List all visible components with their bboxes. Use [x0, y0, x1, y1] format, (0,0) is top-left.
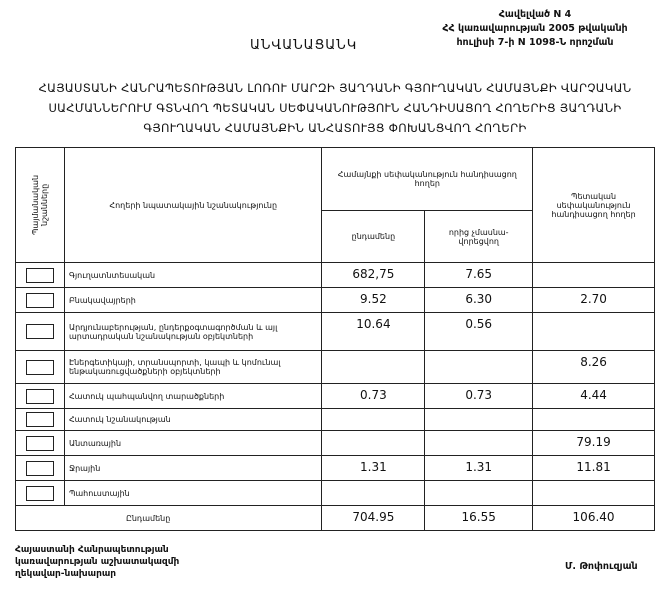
header-non-privatized: որից չմասնա-վորեցվող [424, 210, 534, 263]
symbol-cell [15, 312, 65, 351]
row-total [321, 430, 426, 456]
row-total: 10.64 [321, 312, 426, 351]
summary-state: 106.40 [532, 505, 655, 531]
symbol-cell [15, 262, 65, 288]
position-line: Հայաստանի Հանրապետության [15, 545, 169, 555]
row-label: Ջրային [63, 455, 323, 481]
row-label: Բնակավայրերի [63, 287, 323, 313]
table-row: Հատուկ նշանակության [15, 408, 655, 431]
document-title: ԱՆՎԱՆԱՑԱՆԿ [250, 38, 358, 53]
row-state: 4.44 [532, 383, 655, 409]
row-non-privatized: 0.73 [424, 383, 534, 409]
row-total [321, 480, 426, 506]
summary-non-privatized: 16.55 [424, 505, 534, 531]
symbol-box [25, 324, 54, 339]
symbol-box [25, 292, 54, 308]
symbol-cell [15, 408, 65, 431]
row-non-privatized: 0.56 [424, 312, 534, 351]
row-state: 2.70 [532, 287, 655, 313]
appendix-note: Հավելված N 4 ՀՀ կառավարության 2005 թվակա… [420, 8, 650, 50]
summary-label: Ընդամենը [14, 505, 323, 531]
header-symbols: Պայմանական նշանները [15, 147, 65, 263]
symbol-box [25, 460, 54, 476]
row-total: 0.73 [321, 383, 426, 409]
row-label: Էներգետիկայի, տրանսպորտի, կապի և կոմունա… [63, 350, 323, 384]
symbol-box [25, 359, 54, 375]
row-state [532, 312, 655, 351]
header-total: ընդամենը [321, 210, 426, 263]
row-total [321, 350, 426, 384]
summary-total: 704.95 [321, 505, 426, 531]
row-state [532, 262, 655, 288]
position-line: ղեկավար-նախարար [15, 569, 117, 579]
row-label: Անտառային [63, 430, 323, 456]
row-state: 79.19 [532, 430, 655, 456]
symbol-box [25, 435, 54, 451]
row-label: Հատուկ նշանակության [63, 408, 323, 431]
appendix-line: հուլիսի 7-ի N 1098-Ն որոշման [456, 37, 614, 48]
row-non-privatized [424, 430, 534, 456]
table-row: Էներգետիկայի, տրանսպորտի, կապի և կոմունա… [15, 350, 655, 384]
header-state: Պետական սեփականություն հանդիսացող հողեր [532, 147, 655, 263]
row-total [321, 408, 426, 431]
symbol-box [25, 412, 54, 427]
appendix-line: ՀՀ կառավարության 2005 թվականի [442, 23, 628, 34]
symbol-cell [15, 350, 65, 384]
row-total: 9.52 [321, 287, 426, 313]
symbol-box [25, 267, 54, 283]
row-non-privatized [424, 480, 534, 506]
row-state: 11.81 [532, 455, 655, 481]
row-total: 1.31 [321, 455, 426, 481]
summary-row: Ընդամենը 704.95 16.55 106.40 [14, 505, 655, 531]
row-state: 8.26 [532, 350, 655, 384]
header-community: Համայնքի սեփականություն հանդիսացող հողեր [321, 147, 534, 211]
table-row: Արդյունաբերության, ընդերքօգտագործման և ա… [15, 312, 655, 351]
symbol-cell [15, 480, 65, 506]
symbol-cell [15, 455, 65, 481]
row-non-privatized [424, 408, 534, 431]
symbol-box [25, 485, 54, 501]
row-state [532, 480, 655, 506]
table-row: Հատուկ պահպանվող տարածքների 0.73 0.73 4.… [15, 383, 655, 409]
row-label: Արդյունաբերության, ընդերքօգտագործման և ա… [63, 312, 323, 351]
symbol-box [25, 388, 54, 404]
row-state [532, 408, 655, 431]
symbol-cell [15, 383, 65, 409]
document-heading: ՀԱՅԱՍՏԱՆԻ ՀԱՆՐԱՊԵՏՈՒԹՅԱՆ ԼՈՌՈՒ ՄԱՐԶԻ ՅԱՂ… [38, 81, 632, 135]
row-non-privatized: 6.30 [424, 287, 534, 313]
header-purpose: Հողերի նպատակային նշանակությունը [63, 147, 323, 263]
table-row: Ջրային 1.31 1.31 11.81 [15, 455, 655, 481]
table-row: Պահուստային [15, 480, 655, 506]
table-row: Գյուղատնտեսական 682,75 7.65 [15, 262, 655, 288]
table-row: Բնակավայրերի 9.52 6.30 2.70 [15, 287, 655, 313]
table-row: Անտառային 79.19 [15, 430, 655, 456]
signatory-position: Հայաստանի Հանրապետության կառավարության ա… [15, 544, 179, 580]
row-non-privatized: 7.65 [424, 262, 534, 288]
symbol-cell [15, 287, 65, 313]
signatory-name: Մ. Թոփուզյան [565, 561, 638, 572]
symbol-cell [15, 430, 65, 456]
row-total: 682,75 [321, 262, 426, 288]
row-non-privatized [424, 350, 534, 384]
row-label: Գյուղատնտեսական [63, 262, 323, 288]
appendix-line: Հավելված N 4 [498, 9, 572, 20]
land-table: Պայմանական նշանները Հողերի նպատակային նշ… [14, 147, 655, 531]
row-label: Հատուկ պահպանվող տարածքների [63, 383, 323, 409]
row-label: Պահուստային [63, 480, 323, 506]
position-line: կառավարության աշխատակազմի [15, 557, 180, 567]
row-non-privatized: 1.31 [424, 455, 534, 481]
